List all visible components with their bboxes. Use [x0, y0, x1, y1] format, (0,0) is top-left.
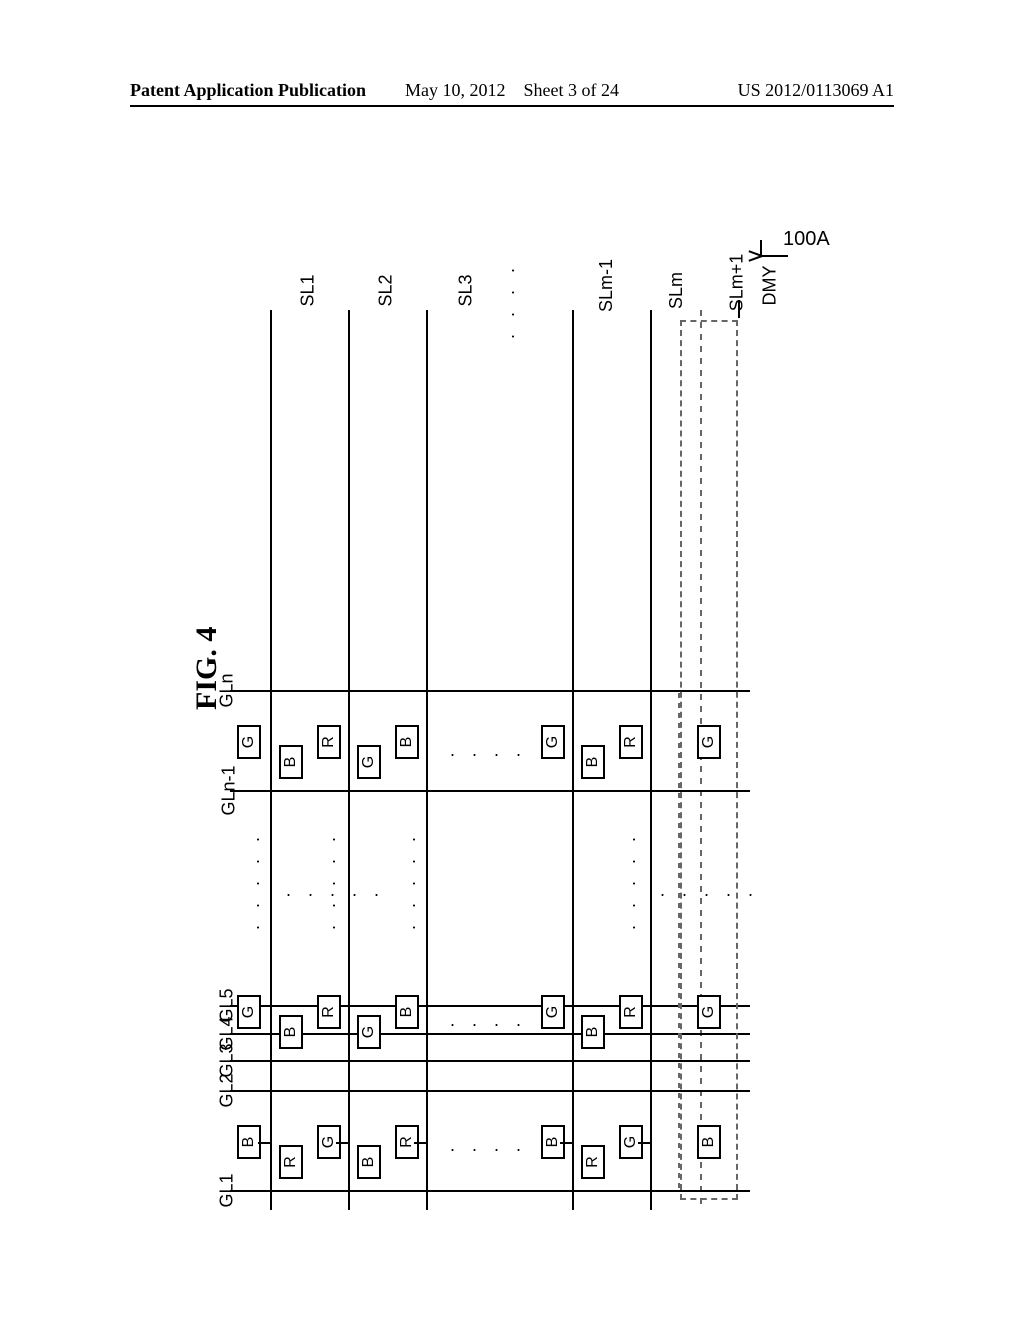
gl4-line [230, 1033, 750, 1035]
sl3-label: SL3 [456, 274, 477, 306]
dots-row-c: . . . . [450, 740, 527, 761]
ref-leader-v [760, 240, 762, 256]
sl1-line [270, 310, 272, 1210]
gl5-line [230, 1005, 750, 1007]
px-r2-sl1u: B [279, 1015, 303, 1049]
px-r2-slmp1: G [697, 995, 721, 1029]
px-rn-slmp1: G [697, 725, 721, 759]
slm-line [650, 310, 652, 1210]
dots-mid-3: . . . . . [619, 831, 640, 930]
dmy-label: DMY [760, 266, 781, 306]
stub2 [336, 1142, 350, 1144]
sl1-label: SL1 [298, 274, 319, 306]
px-r1-sl2u: B [357, 1145, 381, 1179]
px-rn-slmd: R [619, 725, 643, 759]
dots-gl-mid: . . . . . [243, 831, 264, 930]
px-r2-sl2d: B [395, 995, 419, 1029]
header-rule [130, 105, 894, 107]
dots-top: . . . . [498, 262, 519, 339]
sl2-label: SL2 [376, 274, 397, 306]
header-mid: May 10, 2012 Sheet 3 of 24 [405, 80, 619, 101]
px-r2-sl2u: G [357, 1015, 381, 1049]
dmy-region [680, 320, 738, 1200]
slm1-line [572, 310, 574, 1210]
sl2-line [348, 310, 350, 1210]
px-rn-slm1u: G [541, 725, 565, 759]
slm1-label: SLm-1 [596, 259, 617, 312]
ref-number: 100A [783, 228, 830, 251]
stub3 [414, 1142, 428, 1144]
px-r2-slm1d: B [581, 1015, 605, 1049]
dots-vert-a: . . . . . [286, 880, 385, 901]
ref-arrow-2 [749, 255, 763, 262]
px-r2-sl1d: R [317, 995, 341, 1029]
gl3-line [230, 1060, 750, 1062]
px-r1-sl1u: R [279, 1145, 303, 1179]
dots-row-b: . . . . [450, 1010, 527, 1031]
px-rn-sl2d: B [395, 725, 419, 759]
dots-mid-2: . . . . . [399, 831, 420, 930]
gl2-line [230, 1090, 750, 1092]
header-right: US 2012/0113069 A1 [738, 80, 894, 101]
header-date: May 10, 2012 [405, 80, 506, 100]
dmy-side-dash [678, 693, 680, 1188]
header-left: Patent Application Publication [130, 80, 366, 100]
px-r1-slm1d: R [581, 1145, 605, 1179]
slmp1-label: SLm+1 [726, 254, 747, 312]
px-r1-slmp1: B [697, 1125, 721, 1159]
sl3-line [426, 310, 428, 1210]
stub5 [638, 1142, 652, 1144]
px-stub-r2: G [237, 995, 261, 1029]
page-header: Patent Application Publication May 10, 2… [0, 80, 1024, 107]
stub1 [258, 1142, 272, 1144]
gln1-line [230, 790, 750, 792]
header-sheet: Sheet 3 of 24 [524, 80, 619, 100]
px-r2-slm1u: G [541, 995, 565, 1029]
px-rn-sl2u: G [357, 745, 381, 779]
stub4 [560, 1142, 574, 1144]
dots-vert-b: . . . . . [660, 880, 759, 901]
gln-line [230, 690, 750, 692]
gl1-line [230, 1190, 750, 1192]
slm-label: SLm [666, 272, 687, 309]
ref-leader-h [760, 255, 788, 257]
px-rn-sl1d: R [317, 725, 341, 759]
dots-row-a: . . . . [450, 1135, 527, 1156]
px-r2-slmd: R [619, 995, 643, 1029]
diagram-stage: GL1 GL2 GL3 GL4 GL5 GLn-1 GLn SL1 SL2 SL… [240, 310, 760, 1210]
px-rn-slm1d: B [581, 745, 605, 779]
px-stub-rn: G [237, 725, 261, 759]
px-rn-sl1u: B [279, 745, 303, 779]
